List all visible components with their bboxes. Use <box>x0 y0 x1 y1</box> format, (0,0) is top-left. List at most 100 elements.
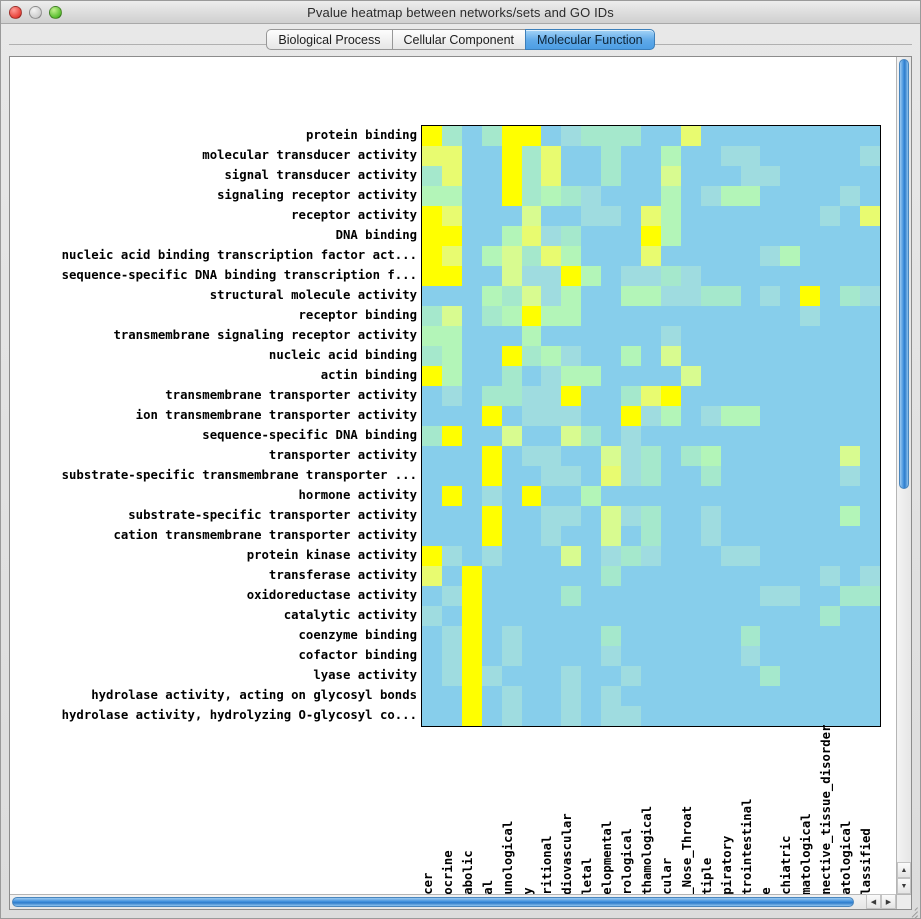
heatmap-cell[interactable] <box>740 506 761 526</box>
heatmap-cell[interactable] <box>501 346 522 366</box>
heatmap-cell[interactable] <box>461 206 482 226</box>
heatmap-cell[interactable] <box>640 346 661 366</box>
heatmap-cell[interactable] <box>422 186 442 206</box>
heatmap-cell[interactable] <box>700 686 721 706</box>
heatmap-grid[interactable] <box>421 125 881 727</box>
heatmap-cell[interactable] <box>700 186 721 206</box>
heatmap-cell[interactable] <box>780 406 801 426</box>
heatmap-cell[interactable] <box>740 186 761 206</box>
heatmap-cell[interactable] <box>720 226 741 246</box>
heatmap-cell[interactable] <box>660 126 681 146</box>
heatmap-cell[interactable] <box>740 406 761 426</box>
heatmap-cell[interactable] <box>780 626 801 646</box>
heatmap-cell[interactable] <box>581 226 602 246</box>
heatmap-cell[interactable] <box>521 366 542 386</box>
heatmap-cell[interactable] <box>621 126 641 146</box>
heatmap-cell[interactable] <box>481 126 502 146</box>
heatmap-cell[interactable] <box>840 586 860 606</box>
heatmap-cell[interactable] <box>521 146 542 166</box>
heatmap-cell[interactable] <box>700 546 721 566</box>
heatmap-cell[interactable] <box>621 246 641 266</box>
heatmap-cell[interactable] <box>820 586 841 606</box>
heatmap-cell[interactable] <box>720 166 741 186</box>
heatmap-cell[interactable] <box>461 506 482 526</box>
heatmap-cell[interactable] <box>601 426 622 446</box>
heatmap-cell[interactable] <box>561 546 582 566</box>
heatmap-cell[interactable] <box>680 126 701 146</box>
heatmap-cell[interactable] <box>640 366 661 386</box>
heatmap-cell[interactable] <box>501 286 522 306</box>
heatmap-cell[interactable] <box>581 606 602 626</box>
heatmap-cell[interactable] <box>640 126 661 146</box>
heatmap-cell[interactable] <box>521 126 542 146</box>
heatmap-cell[interactable] <box>660 166 681 186</box>
heatmap-cell[interactable] <box>640 306 661 326</box>
heatmap-cell[interactable] <box>621 706 641 726</box>
heatmap-cell[interactable] <box>720 446 741 466</box>
heatmap-cell[interactable] <box>541 186 562 206</box>
heatmap-cell[interactable] <box>680 526 701 546</box>
heatmap-cell[interactable] <box>820 266 841 286</box>
heatmap-cell[interactable] <box>859 246 880 266</box>
heatmap-cell[interactable] <box>680 586 701 606</box>
heatmap-cell[interactable] <box>840 166 860 186</box>
heatmap-cell[interactable] <box>760 546 781 566</box>
heatmap-cell[interactable] <box>521 706 542 726</box>
heatmap-cell[interactable] <box>859 686 880 706</box>
heatmap-cell[interactable] <box>561 646 582 666</box>
heatmap-cell[interactable] <box>820 346 841 366</box>
heatmap-cell[interactable] <box>581 466 602 486</box>
heatmap-cell[interactable] <box>700 326 721 346</box>
heatmap-cell[interactable] <box>601 266 622 286</box>
heatmap-cell[interactable] <box>780 446 801 466</box>
heatmap-cell[interactable] <box>521 566 542 586</box>
heatmap-cell[interactable] <box>441 486 462 506</box>
heatmap-cell[interactable] <box>621 626 641 646</box>
heatmap-cell[interactable] <box>740 386 761 406</box>
heatmap-cell[interactable] <box>461 686 482 706</box>
heatmap-cell[interactable] <box>601 666 622 686</box>
heatmap-cell[interactable] <box>859 546 880 566</box>
heatmap-cell[interactable] <box>581 166 602 186</box>
heatmap-cell[interactable] <box>660 386 681 406</box>
heatmap-cell[interactable] <box>840 126 860 146</box>
heatmap-cell[interactable] <box>800 606 821 626</box>
heatmap-cell[interactable] <box>680 266 701 286</box>
heatmap-cell[interactable] <box>780 566 801 586</box>
heatmap-cell[interactable] <box>859 386 880 406</box>
heatmap-cell[interactable] <box>859 226 880 246</box>
heatmap-cell[interactable] <box>800 706 821 726</box>
heatmap-cell[interactable] <box>601 346 622 366</box>
heatmap-cell[interactable] <box>521 186 542 206</box>
heatmap-cell[interactable] <box>859 326 880 346</box>
heatmap-cell[interactable] <box>541 166 562 186</box>
heatmap-cell[interactable] <box>422 406 442 426</box>
heatmap-cell[interactable] <box>541 666 562 686</box>
heatmap-cell[interactable] <box>640 266 661 286</box>
heatmap-cell[interactable] <box>760 506 781 526</box>
heatmap-cell[interactable] <box>481 326 502 346</box>
heatmap-cell[interactable] <box>820 506 841 526</box>
heatmap-cell[interactable] <box>660 446 681 466</box>
heatmap-cell[interactable] <box>461 146 482 166</box>
heatmap-cell[interactable] <box>800 306 821 326</box>
heatmap-cell[interactable] <box>700 486 721 506</box>
heatmap-cell[interactable] <box>700 126 721 146</box>
heatmap-cell[interactable] <box>561 306 582 326</box>
heatmap-cell[interactable] <box>820 466 841 486</box>
heatmap-cell[interactable] <box>422 566 442 586</box>
heatmap-cell[interactable] <box>720 406 741 426</box>
heatmap-cell[interactable] <box>561 146 582 166</box>
heatmap-cell[interactable] <box>481 646 502 666</box>
heatmap-cell[interactable] <box>481 466 502 486</box>
heatmap-cell[interactable] <box>840 446 860 466</box>
heatmap-cell[interactable] <box>581 146 602 166</box>
heatmap-cell[interactable] <box>800 206 821 226</box>
heatmap-cell[interactable] <box>481 166 502 186</box>
heatmap-cell[interactable] <box>820 666 841 686</box>
heatmap-cell[interactable] <box>441 666 462 686</box>
heatmap-cell[interactable] <box>780 226 801 246</box>
heatmap-cell[interactable] <box>501 526 522 546</box>
heatmap-cell[interactable] <box>501 246 522 266</box>
heatmap-cell[interactable] <box>521 246 542 266</box>
